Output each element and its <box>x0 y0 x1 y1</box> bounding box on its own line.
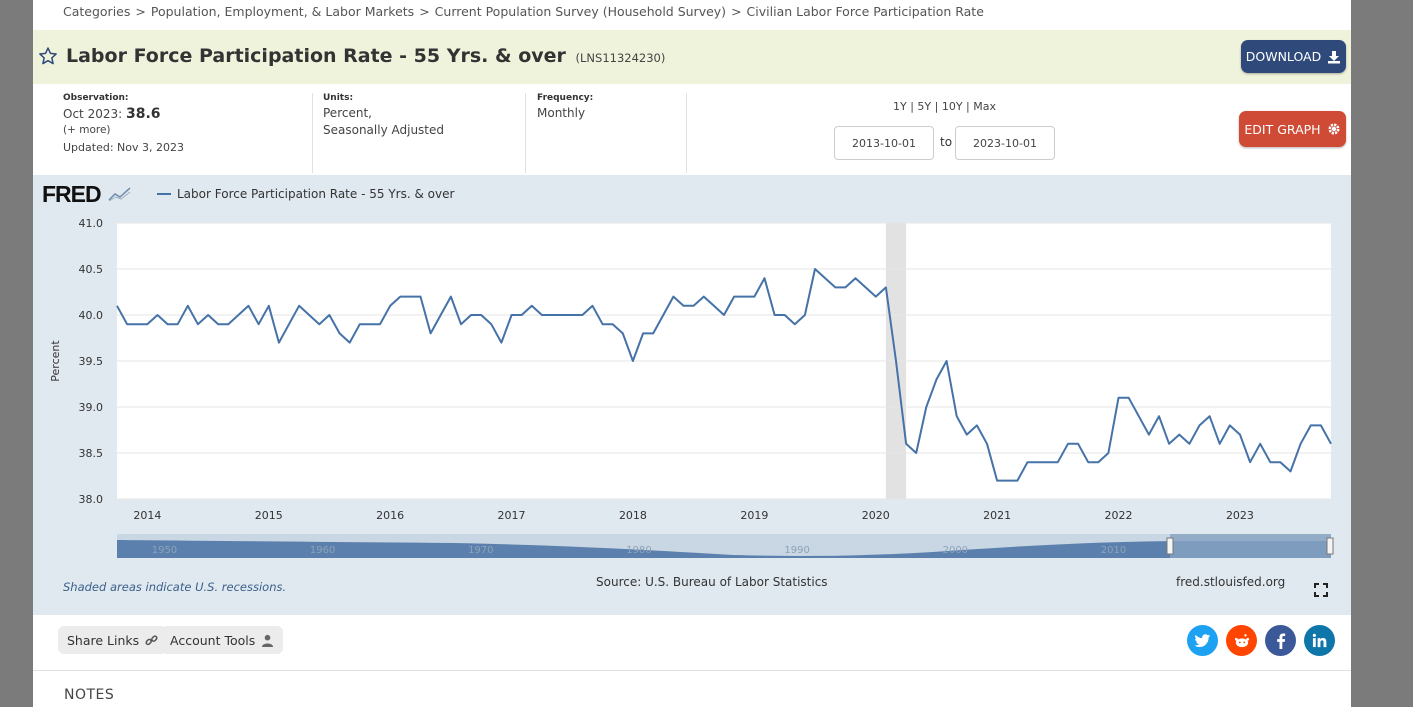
favorite-star-icon[interactable] <box>38 46 58 66</box>
facebook-share-button[interactable] <box>1265 625 1296 656</box>
account-tools-button[interactable]: Account Tools <box>161 626 284 654</box>
twitter-share-button[interactable] <box>1187 625 1218 656</box>
updated-date: Updated: Nov 3, 2023 <box>63 141 184 154</box>
units-block: Units: Percent, Seasonally Adjusted <box>323 93 523 137</box>
line-chart[interactable]: 38.0 38.5 39.0 39.5 40.0 40.5 41.0 2014 2015 201… <box>33 175 1351 615</box>
reddit-icon <box>1234 633 1249 647</box>
more-observations-link[interactable]: (+ more) <box>63 124 111 136</box>
navigator-label: 1990 <box>784 545 809 556</box>
x-tick-label: 2014 <box>133 509 161 522</box>
fred-logo-text: FRED <box>42 181 102 207</box>
x-tick-label: 2017 <box>498 509 526 522</box>
navigator-label: 1950 <box>152 545 177 556</box>
y-tick-label: 38.0 <box>79 493 104 506</box>
series-line[interactable] <box>116 268 1332 482</box>
navigator-label: 1960 <box>310 545 335 556</box>
download-label: DOWNLOAD <box>1245 49 1322 64</box>
fred-logo-icon <box>108 187 131 202</box>
range-links[interactable]: 1Y | 5Y | 10Y | Max <box>893 100 996 113</box>
reddit-share-button[interactable] <box>1226 625 1257 656</box>
legend-swatch <box>157 193 171 195</box>
observation-label: Observation: <box>63 93 129 103</box>
observation-date: Oct 2023: <box>63 107 123 121</box>
breadcrumb-population[interactable]: Population, Employment, & Labor Markets <box>150 4 415 19</box>
legend-label: Labor Force Participation Rate - 55 Yrs.… <box>177 187 455 201</box>
x-tick-label: 2018 <box>619 509 647 522</box>
navigator-right-handle[interactable] <box>1326 537 1334 555</box>
share-links-button[interactable]: Share Links <box>58 626 168 654</box>
chart-legend: Labor Force Participation Rate - 55 Yrs.… <box>157 187 454 201</box>
divider <box>686 93 687 173</box>
y-axis-label: Percent <box>49 340 62 382</box>
link-icon <box>145 634 158 645</box>
x-tick-label: 2023 <box>1226 509 1254 522</box>
navigator-area <box>117 540 1331 558</box>
recession-note: Shaded areas indicate U.S. recessions. <box>63 580 287 594</box>
breadcrumb-lfpr[interactable]: Civilian Labor Force Participation Rate <box>746 4 984 19</box>
download-icon <box>1328 50 1341 63</box>
y-tick-label: 40.0 <box>79 309 104 322</box>
units-line1: Percent, <box>323 106 372 120</box>
frequency-label: Frequency: <box>537 93 594 103</box>
download-button[interactable]: DOWNLOAD <box>1241 40 1346 73</box>
x-tick-label: 2021 <box>983 509 1011 522</box>
units-label: Units: <box>323 93 354 103</box>
observation-block: Observation: Oct 2023: 38.6 (+ more) Upd… <box>63 93 313 154</box>
twitter-icon <box>1194 633 1211 647</box>
divider <box>33 670 1351 671</box>
series-title: Labor Force Participation Rate - 55 Yrs.… <box>66 45 566 67</box>
navigator-label: 1980 <box>626 545 651 556</box>
navigator-label: 2000 <box>943 545 968 556</box>
navigator-label: 2010 <box>1101 545 1126 556</box>
x-tick-label: 2016 <box>376 509 404 522</box>
chart-panel: FRED Labor Force Participation Rate - 55… <box>33 175 1351 615</box>
y-tick-label: 40.5 <box>79 263 104 276</box>
navigator-label: 1970 <box>468 545 493 556</box>
y-tick-label: 39.5 <box>79 355 104 368</box>
frequency-value: Monthly <box>537 106 586 120</box>
breadcrumb: Categories > Population, Employment, & Lab… <box>63 4 984 19</box>
breadcrumb-categories[interactable]: Categories <box>63 4 131 19</box>
fred-logo: FRED <box>42 181 132 208</box>
divider <box>312 93 313 173</box>
y-tick-label: 38.5 <box>79 447 104 460</box>
navigator-selection[interactable] <box>1170 534 1331 558</box>
fullscreen-icon[interactable] <box>1314 583 1328 597</box>
user-icon <box>262 634 274 647</box>
account-tools-label: Account Tools <box>170 632 256 648</box>
x-tick-label: 2020 <box>862 509 890 522</box>
x-tick-label: 2015 <box>255 509 283 522</box>
linkedin-share-button[interactable] <box>1304 625 1335 656</box>
navigator[interactable]: 1950 1960 1970 1980 1990 2000 2010 <box>117 534 1334 558</box>
units-line2: Seasonally Adjusted <box>323 123 445 137</box>
facebook-icon <box>1276 632 1285 649</box>
fred-url[interactable]: fred.stlouisfed.org <box>1176 575 1286 589</box>
edit-graph-button[interactable]: EDIT GRAPH <box>1239 111 1346 147</box>
divider <box>525 93 526 173</box>
gear-icon <box>1328 123 1340 135</box>
notes-heading: NOTES <box>64 687 115 703</box>
x-tick-label: 2022 <box>1105 509 1133 522</box>
start-date-input[interactable]: 2013-10-01 <box>834 126 934 160</box>
series-id: (LNS11324230) <box>575 51 666 65</box>
source-note: Source: U.S. Bureau of Labor Statistics <box>596 575 828 589</box>
end-date-input[interactable]: 2023-10-01 <box>955 126 1055 160</box>
y-tick-label: 39.0 <box>79 401 104 414</box>
edit-graph-label: EDIT GRAPH <box>1244 121 1321 137</box>
title-bar: Labor Force Participation Rate - 55 Yrs.… <box>33 30 1351 84</box>
to-label: to <box>940 135 953 149</box>
page-title: Labor Force Participation Rate - 55 Yrs.… <box>66 45 665 67</box>
y-tick-label: 41.0 <box>79 217 104 230</box>
frequency-block: Frequency: Monthly <box>537 93 687 120</box>
page: Categories > Population, Employment, & Lab… <box>33 0 1351 707</box>
navigator-left-handle[interactable] <box>1166 537 1174 555</box>
x-tick-label: 2019 <box>740 509 768 522</box>
observation-value: 38.6 <box>125 106 161 122</box>
share-links-label: Share Links <box>67 632 140 648</box>
breadcrumb-cps[interactable]: Current Population Survey (Household Sur… <box>434 4 727 19</box>
linkedin-icon <box>1312 633 1327 648</box>
